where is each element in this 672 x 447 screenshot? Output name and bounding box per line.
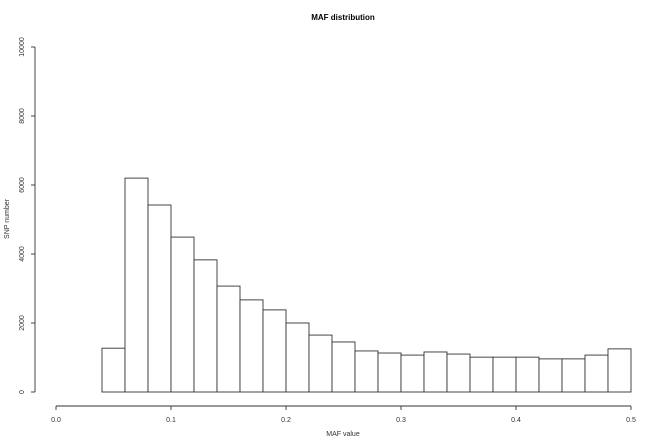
histogram-bar xyxy=(377,352,402,393)
histogram-bar xyxy=(331,341,356,393)
histogram-bar xyxy=(147,204,172,393)
x-tick-label: 0.0 xyxy=(51,417,61,424)
histogram-bar xyxy=(446,353,471,393)
histogram-bar xyxy=(216,285,241,393)
histogram-bar xyxy=(584,354,609,393)
x-tick-label: 0.4 xyxy=(511,417,521,424)
chart-title: MAF distribution xyxy=(311,13,375,22)
bars-group xyxy=(101,177,632,393)
histogram-bar xyxy=(170,236,195,393)
y-tick-label: 8000 xyxy=(19,108,26,124)
histogram-bar xyxy=(400,354,425,393)
x-tick-label: 0.2 xyxy=(281,417,291,424)
y-tick-label: 6000 xyxy=(19,177,26,193)
histogram-bar xyxy=(492,356,517,393)
histogram-bar xyxy=(308,334,333,393)
x-axis-label: MAF value xyxy=(326,431,360,438)
y-tick-label: 4000 xyxy=(19,246,26,262)
histogram-bar xyxy=(285,322,310,393)
histogram-bar xyxy=(101,347,126,393)
y-axis: 0 2000 4000 6000 8000 10000 xyxy=(19,37,36,394)
histogram-bar xyxy=(262,309,287,393)
histogram-bar xyxy=(469,356,494,393)
histogram-bar xyxy=(607,348,632,393)
histogram-bar xyxy=(124,177,149,393)
histogram-bar xyxy=(193,259,218,393)
x-tick-label: 0.5 xyxy=(626,417,636,424)
histogram-bar xyxy=(561,358,586,393)
histogram-bar xyxy=(354,350,379,393)
histogram-bar xyxy=(538,358,563,393)
y-tick-label: 10000 xyxy=(19,37,26,57)
x-axis: 0.0 0.1 0.2 0.3 0.4 0.5 xyxy=(51,405,636,424)
x-tick-label: 0.3 xyxy=(396,417,406,424)
y-tick-label: 0 xyxy=(19,390,26,394)
histogram-bar xyxy=(239,299,264,393)
y-tick-label: 2000 xyxy=(19,315,26,331)
y-axis-label: SNP number xyxy=(4,198,11,239)
x-tick-label: 0.1 xyxy=(166,417,176,424)
histogram-bar xyxy=(515,356,540,393)
histogram-bar xyxy=(423,351,448,393)
